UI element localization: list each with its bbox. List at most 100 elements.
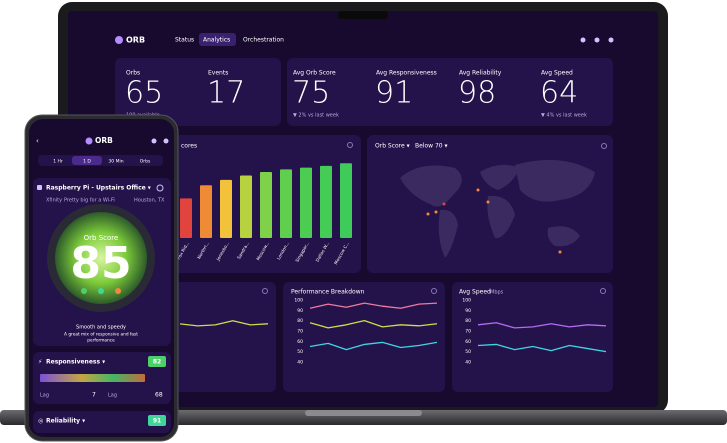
stat-label: Orbs <box>126 70 140 77</box>
back-icon[interactable]: ‹ <box>36 137 39 145</box>
user-icon[interactable] <box>608 37 614 43</box>
resp-icon: ⚡ <box>38 359 42 366</box>
bell-icon[interactable] <box>580 37 586 43</box>
info-icon <box>601 143 607 149</box>
stat-card <box>287 58 613 126</box>
y-tick-label: 70 <box>297 329 303 335</box>
metric-label: Lag <box>108 393 117 399</box>
notch <box>338 11 388 19</box>
map-dot <box>486 200 490 204</box>
y-tick-label: 60 <box>297 339 303 345</box>
active-tab <box>72 156 102 165</box>
metric-label: Lag <box>40 393 49 399</box>
metric-value: 7 <box>92 392 96 399</box>
map-dot <box>558 250 562 254</box>
metric-icon <box>115 288 121 294</box>
resp-value: 82 <box>153 359 161 366</box>
map-dot <box>434 210 438 214</box>
refresh-icon[interactable] <box>156 184 164 192</box>
info-icon[interactable] <box>347 142 353 148</box>
isp: Xfinity <box>46 198 62 204</box>
y-tick-label: 70 <box>465 329 471 335</box>
summary: Smooth and speedy <box>76 325 126 331</box>
y-tick-label: 40 <box>465 360 471 366</box>
phone-icon[interactable] <box>163 138 169 144</box>
line-series <box>309 341 438 351</box>
stat-card <box>115 58 281 126</box>
bar <box>280 169 292 238</box>
line-series <box>179 320 269 327</box>
bar <box>320 165 332 238</box>
stat-label: Avg Orb Score <box>293 70 336 77</box>
resp-label[interactable]: Responsiveness ▾ <box>46 359 105 366</box>
stat-value: 65 <box>125 76 163 111</box>
chart-title: Performance Breakdown <box>291 289 365 296</box>
stat-label: Avg Speed <box>541 70 573 77</box>
continent <box>400 165 462 207</box>
isp-note: Pretty big for a Wi-Fi <box>64 198 115 204</box>
y-tick-label: 60 <box>465 339 471 345</box>
line-series <box>477 322 607 329</box>
performance-card <box>283 282 445 392</box>
logo: ORB <box>126 36 145 45</box>
phone-tab[interactable]: 1 D <box>83 159 91 165</box>
stat-value: 91 <box>375 76 413 111</box>
bar <box>220 179 232 238</box>
rel-label[interactable]: Reliability ▾ <box>46 418 85 425</box>
bar <box>180 198 192 238</box>
nav-tab[interactable]: Analytics <box>203 37 230 44</box>
continent <box>487 195 515 239</box>
laptop-base <box>0 410 727 425</box>
stat-value: 75 <box>292 76 330 111</box>
y-tick-label: 90 <box>465 308 471 314</box>
phone-tab[interactable]: 1 Hr <box>53 159 63 165</box>
map-dot <box>426 212 430 216</box>
metric-value: 68 <box>155 392 163 399</box>
phone-tab[interactable]: Orbs <box>140 159 151 165</box>
phone-icon[interactable] <box>151 138 157 144</box>
continent <box>515 159 595 202</box>
device-name[interactable]: Raspberry Pi - Upstairs Office ▾ <box>46 185 151 192</box>
map-dot <box>442 202 446 206</box>
stat-value: 64 <box>540 76 578 111</box>
rel-value: 91 <box>153 418 161 425</box>
y-tick-label: 50 <box>465 349 471 355</box>
info-icon <box>600 288 606 294</box>
logo-icon <box>115 36 123 44</box>
bar <box>240 175 252 238</box>
bar <box>260 172 272 238</box>
map-dots <box>426 188 562 254</box>
settings-icon[interactable] <box>594 37 600 43</box>
stat-label: Avg Responsiveness <box>376 70 437 77</box>
chart-title: Avg Speed <box>459 289 491 296</box>
score: 85 <box>70 238 131 289</box>
y-tick-label: 100 <box>294 298 303 304</box>
stat-value: 98 <box>458 76 496 111</box>
logo-icon <box>85 137 93 145</box>
continent <box>480 164 520 190</box>
nav-tab[interactable]: Orchestration <box>243 37 284 44</box>
metric-icon <box>98 288 104 294</box>
description: performance <box>87 338 115 344</box>
nav-tab[interactable]: Status <box>175 37 194 44</box>
y-tick-label: 100 <box>462 298 471 304</box>
rel-icon: ◎ <box>38 418 43 425</box>
reliability-card <box>33 411 171 433</box>
map-filter[interactable]: Below 70 ▾ <box>415 143 448 150</box>
chart-unit: Mbps <box>490 290 504 296</box>
y-tick-label: 90 <box>297 308 303 314</box>
stat-note: ▼ 4% vs last week <box>541 113 587 119</box>
world-map <box>400 159 595 258</box>
continent <box>547 226 580 247</box>
bar <box>300 167 312 238</box>
y-tick-label: 80 <box>297 318 303 324</box>
description: A great mix of responsive and fast <box>64 332 138 338</box>
line-series <box>309 302 438 309</box>
map-dot <box>476 188 480 192</box>
line-series <box>477 343 607 353</box>
map-filter[interactable]: Orb Score ▾ <box>375 143 410 150</box>
line-series <box>309 320 438 329</box>
phone-tab[interactable]: 30 Min <box>108 159 123 165</box>
